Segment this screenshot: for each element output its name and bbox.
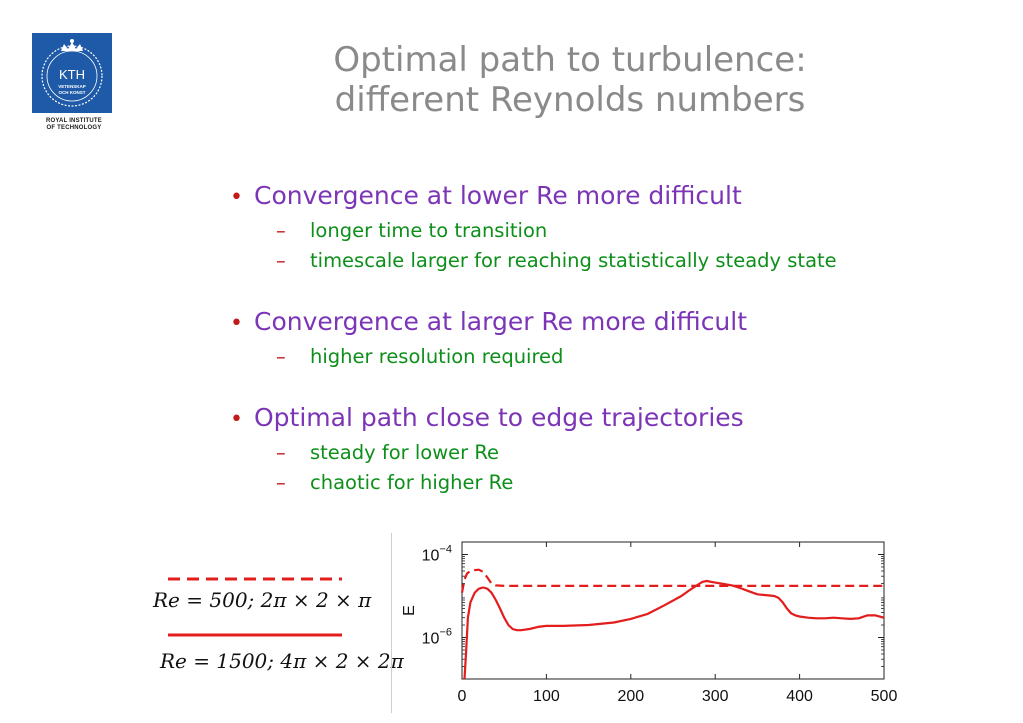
bullet-text: Optimal path close to edge trajectories bbox=[254, 403, 744, 432]
legend-divider bbox=[391, 533, 392, 713]
emblem-line-1: VETENSKAP bbox=[58, 84, 86, 89]
bullet-item: • Convergence at larger Re more difficul… bbox=[230, 304, 1010, 372]
dash-marker-icon: – bbox=[276, 441, 286, 464]
logo-caption-line-2: OF TECHNOLOGY bbox=[46, 125, 102, 131]
logo-caption-line-1: ROYAL INSTITUTE bbox=[45, 118, 102, 124]
x-tick-label: 400 bbox=[786, 688, 813, 705]
sub-bullet-text: chaotic for higher Re bbox=[310, 471, 514, 494]
kth-emblem: KTH VETENSKAP OCH KONST bbox=[32, 33, 112, 113]
kth-emblem-graphic: KTH VETENSKAP OCH KONST bbox=[41, 39, 103, 107]
x-tick-label: 200 bbox=[617, 688, 644, 705]
kth-logo: KTH VETENSKAP OCH KONST bbox=[32, 33, 114, 113]
sub-bullet-text: steady for lower Re bbox=[310, 441, 500, 464]
kth-logo-caption: ROYAL INSTITUTE OF TECHNOLOGY bbox=[31, 118, 117, 132]
bullet-item: • Convergence at lower Re more difficult… bbox=[230, 178, 1010, 276]
sub-bullet: – longer time to transition bbox=[230, 216, 1010, 246]
dash-marker-icon: – bbox=[276, 249, 286, 272]
legend-swatch-dashed bbox=[168, 577, 342, 581]
plot-frame bbox=[461, 541, 885, 680]
legend-swatch-solid bbox=[168, 633, 342, 637]
y-tick-label: 10−4 bbox=[422, 543, 452, 564]
bullet-main: • Convergence at larger Re more difficul… bbox=[230, 304, 1010, 342]
dash-marker-icon: – bbox=[276, 219, 286, 242]
bullet-marker-icon: • bbox=[230, 311, 243, 336]
dash-marker-icon: – bbox=[276, 471, 286, 494]
x-tick-label: 300 bbox=[702, 688, 729, 705]
bullet-main: • Optimal path close to edge trajectorie… bbox=[230, 400, 1010, 438]
bullet-list: • Convergence at lower Re more difficult… bbox=[230, 178, 1010, 526]
sub-bullet: – higher resolution required bbox=[230, 342, 1010, 372]
legend-label-re500: Re = 500; 2π × 2 × π bbox=[153, 588, 372, 612]
title-line-2: different Reynolds numbers bbox=[334, 80, 806, 120]
slide-title: Optimal path to turbulence: different Re… bbox=[250, 40, 890, 120]
bullet-text: Convergence at larger Re more difficult bbox=[254, 307, 748, 336]
legend-label-re1500: Re = 1500; 4π × 2 × 2π bbox=[160, 649, 404, 673]
x-tick-label: 0 bbox=[458, 688, 467, 705]
bullet-text: Convergence at lower Re more difficult bbox=[254, 181, 742, 210]
emblem-line-2: OCH KONST bbox=[59, 90, 86, 95]
dash-marker-icon: – bbox=[276, 345, 286, 368]
x-tick-label: 500 bbox=[871, 688, 898, 705]
bullet-item: • Optimal path close to edge trajectorie… bbox=[230, 400, 1010, 498]
x-tick-label: 100 bbox=[533, 688, 560, 705]
sub-bullet: – chaotic for higher Re bbox=[230, 468, 1010, 498]
y-axis-label: E bbox=[401, 605, 418, 616]
sub-bullet: – steady for lower Re bbox=[230, 438, 1010, 468]
sub-bullet-text: higher resolution required bbox=[310, 345, 564, 368]
bullet-main: • Convergence at lower Re more difficult bbox=[230, 178, 1010, 216]
series-line-re1500 bbox=[463, 579, 885, 680]
bullet-marker-icon: • bbox=[230, 185, 243, 210]
sub-bullet-text: timescale larger for reaching statistica… bbox=[310, 249, 837, 272]
sub-bullet: – timescale larger for reaching statisti… bbox=[230, 246, 1010, 276]
emblem-kth-text: KTH bbox=[59, 67, 85, 82]
sub-bullet-text: longer time to transition bbox=[310, 219, 548, 242]
title-line-1: Optimal path to turbulence: bbox=[333, 40, 807, 80]
bullet-marker-icon: • bbox=[230, 407, 243, 432]
energy-chart: 0 100 200 300 400 500 10−6 10−4 E bbox=[401, 541, 898, 705]
y-tick-label: 10−6 bbox=[422, 626, 452, 647]
series-line-re500 bbox=[460, 568, 884, 593]
